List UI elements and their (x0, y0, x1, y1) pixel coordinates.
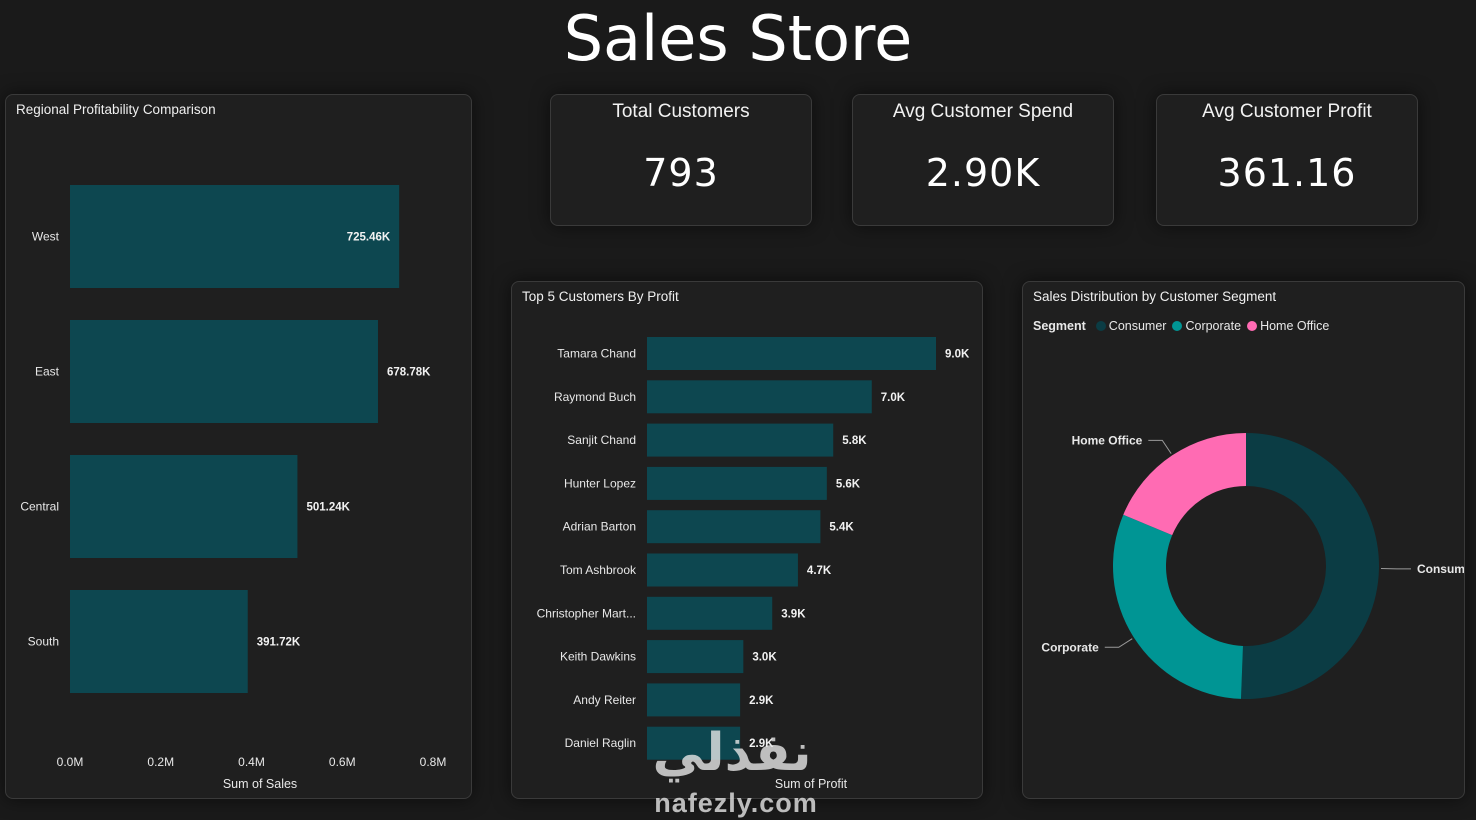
y-tick-label: Keith Dawkins (560, 650, 636, 664)
y-tick-label: Central (20, 500, 59, 514)
top-customers-bar-chart: Tamara Chand 9.0K Raymond Buch 7.0K Sanjit C… (537, 337, 970, 791)
y-tick-label: West (32, 230, 60, 244)
x-axis-title: Sum of Profit (775, 777, 848, 791)
bar (647, 683, 741, 717)
data-label: 3.0K (752, 652, 777, 664)
bar (647, 640, 744, 674)
x-tick-label: 0.6M (329, 755, 356, 769)
bar (70, 320, 378, 423)
y-tick-label: South (28, 635, 59, 649)
data-label: 3.9K (781, 608, 806, 620)
legend-label: Consumer (1108, 319, 1167, 333)
bar (647, 510, 821, 544)
legend-item-home-office[interactable]: Home Office (1247, 319, 1329, 333)
x-tick-label: 0.0M (57, 755, 84, 769)
kpi-card-total-customers[interactable]: Total Customers 793 (550, 94, 812, 226)
bar (70, 590, 248, 693)
watermark-latin: nafezly.com (654, 788, 818, 818)
kpi-card-avg-customer-profit[interactable]: Avg Customer Profit 361.16 (1156, 94, 1418, 226)
data-label: 7.0K (881, 392, 906, 404)
data-label: 391.72K (257, 637, 301, 649)
segment-chart-title: Sales Distribution by Customer Segment (1033, 289, 1277, 304)
y-tick-label: Andy Reiter (573, 693, 636, 707)
kpi-card-avg-customer-spend[interactable]: Avg Customer Spend 2.90K (852, 94, 1114, 226)
nafezly-watermark-logo: نفذلي nafezly.com (652, 724, 818, 818)
y-tick-label: East (35, 365, 60, 379)
x-tick-label: 0.8M (420, 755, 447, 769)
watermark-arabic: نفذلي (652, 724, 811, 783)
top-customers-panel[interactable]: Top 5 Customers By Profit Tamara Chand 9.… (511, 281, 983, 799)
regional-chart-title: Regional Profitability Comparison (16, 102, 216, 117)
legend-label: Home Office (1260, 319, 1330, 333)
y-tick-label: Hunter Lopez (564, 476, 636, 490)
bar (70, 455, 298, 558)
data-label: 2.9K (749, 738, 774, 750)
kpi-value: 793 (643, 151, 719, 195)
x-tick-label: 0.4M (238, 755, 265, 769)
y-tick-label: Tom Ashbrook (560, 563, 637, 577)
legend-title: Segment (1033, 319, 1086, 333)
x-axis-title: Sum of Sales (223, 777, 297, 791)
legend-item-consumer[interactable]: Consumer (1095, 319, 1167, 333)
segment-distribution-panel[interactable]: Sales Distribution by Customer Segment S… (1022, 281, 1465, 799)
bar (647, 466, 827, 500)
bar (647, 423, 834, 457)
kpi-value: 2.90K (925, 151, 1041, 195)
page-title: Sales Store (563, 2, 913, 75)
regional-profitability-panel[interactable]: Regional Profitability Comparison West 72… (5, 94, 472, 799)
y-tick-label: Tamara Chand (557, 347, 636, 361)
bar (70, 185, 400, 288)
data-label: 501.24K (306, 502, 350, 514)
legend-item-corporate[interactable]: Corporate (1172, 319, 1241, 333)
legend-label: Corporate (1185, 319, 1242, 333)
y-tick-label: Christopher Mart... (537, 606, 636, 620)
bar (647, 553, 798, 587)
slice-home-office (1123, 433, 1246, 536)
y-tick-label: Daniel Raglin (565, 736, 636, 750)
x-tick-label: 0.2M (147, 755, 174, 769)
data-label: 678.78K (387, 367, 431, 379)
top-customers-chart-title: Top 5 Customers By Profit (522, 289, 679, 304)
slice-consumer (1240, 433, 1380, 699)
data-label: 5.6K (836, 478, 861, 490)
y-tick-label: Adrian Barton (563, 520, 636, 534)
data-label: 5.4K (829, 522, 854, 534)
kpi-label: Total Customers (612, 101, 750, 122)
bar (647, 337, 936, 370)
data-label: 9.0K (945, 349, 970, 361)
segment-legend: Segment Consumer Corporate Home Office (1033, 319, 1331, 333)
bar (647, 726, 741, 760)
regional-bar-chart: West 725.46K East 678.78K Central 501.24K Sout… (20, 185, 447, 791)
slice-corporate (1113, 514, 1243, 699)
kpi-label: Avg Customer Spend (892, 101, 1074, 122)
slice-label: Corporate (1041, 640, 1099, 654)
bar (647, 380, 872, 414)
legend-dot-consumer (1095, 321, 1106, 331)
legend-dot-corporate (1172, 321, 1183, 331)
data-label: 5.8K (842, 435, 867, 447)
bar (647, 596, 773, 630)
leader-line (1104, 638, 1133, 648)
y-tick-label: Sanjit Chand (567, 433, 636, 447)
legend-dot-home-office (1247, 321, 1258, 331)
leader-line (1148, 439, 1172, 454)
slice-label: Home Office (1072, 433, 1143, 447)
kpi-value: 361.16 (1217, 151, 1357, 195)
data-label: 2.9K (749, 695, 774, 707)
data-label: 4.7K (807, 565, 832, 577)
slice-label: Consumer (1417, 562, 1464, 576)
y-tick-label: Raymond Buch (554, 390, 636, 404)
segment-donut-chart: Consumer Corporate Home Office (1041, 433, 1464, 699)
kpi-label: Avg Customer Profit (1202, 101, 1372, 122)
data-label: 725.46K (347, 232, 391, 244)
